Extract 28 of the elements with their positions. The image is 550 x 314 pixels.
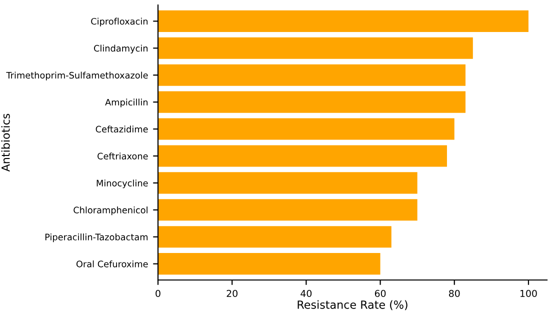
x-tick-label: 20 xyxy=(226,290,238,298)
y-tick-label: Oral Cefuroxime xyxy=(76,260,148,268)
bar xyxy=(158,118,454,140)
x-tick-label: 60 xyxy=(374,290,386,298)
y-tick-label: Minocycline xyxy=(96,180,148,188)
y-tick-label: Ceftazidime xyxy=(96,126,148,133)
y-tick-label: Piperacillin-Tazobactam xyxy=(45,233,148,242)
bar xyxy=(158,226,392,248)
x-tick-label: 100 xyxy=(520,290,537,298)
y-tick-label: Ciprofloxacin xyxy=(91,18,148,26)
y-tick-label: Clindamycin xyxy=(94,44,148,54)
bar xyxy=(158,64,466,86)
x-tick-label: 0 xyxy=(156,290,160,298)
y-tick-label: Trimethoprim-Sulfamethoxazole xyxy=(6,72,148,80)
bar xyxy=(158,145,447,167)
x-axis-title: Resistance Rate (%) xyxy=(298,300,408,310)
bar xyxy=(158,37,473,59)
bar xyxy=(158,199,418,221)
y-axis-title: Antibiotics xyxy=(1,114,10,172)
bar xyxy=(158,172,418,194)
y-tick-label: Ceftriaxone xyxy=(98,152,148,160)
bar xyxy=(158,10,528,32)
x-tick-label: 40 xyxy=(300,290,312,298)
x-tick-label: 80 xyxy=(449,290,460,298)
y-tick-label: Ampicillin xyxy=(105,98,148,108)
bar xyxy=(158,253,380,275)
bar xyxy=(158,91,466,113)
y-tick-label: Chloramphenicol xyxy=(74,206,148,216)
